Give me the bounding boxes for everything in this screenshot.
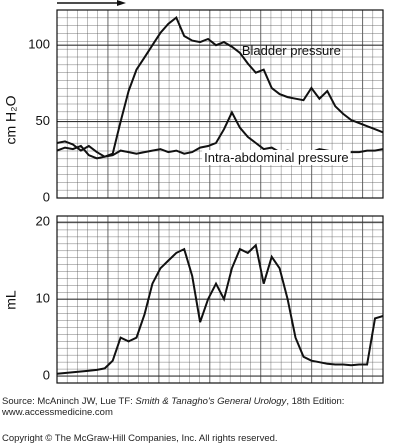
y-axis-label: mL xyxy=(3,290,19,310)
series-label: Bladder pressure xyxy=(242,43,341,58)
copyright: Copyright © The McGraw-Hill Companies, I… xyxy=(2,433,278,444)
y-tick-label: 0 xyxy=(43,368,50,383)
source-url: www.accessmedicine.com xyxy=(2,407,113,418)
data-line xyxy=(56,243,384,375)
source: Source: McAninch JW, Lue TF: Smith & Tan… xyxy=(2,396,344,418)
data-line xyxy=(56,16,384,158)
y-tick-label: 20 xyxy=(36,214,50,229)
y-axis-label: cm H₂O xyxy=(3,95,19,144)
y-tick-label: 0 xyxy=(43,189,50,204)
label-bg xyxy=(202,149,351,165)
source-suffix: , 18th Edition: xyxy=(286,396,345,407)
plot-frame xyxy=(56,215,384,384)
y-tick-label: 100 xyxy=(28,37,50,52)
series-label: Intra-abdominal pressure xyxy=(204,150,349,165)
arrow-head xyxy=(117,0,126,6)
source-title: Smith & Tanagho's General Urology xyxy=(135,396,287,407)
source-prefix: Source: McAninch JW, Lue TF: xyxy=(2,396,136,407)
y-tick-label: 10 xyxy=(36,291,50,306)
y-tick-label: 50 xyxy=(36,113,50,128)
plot-frame xyxy=(56,9,384,199)
